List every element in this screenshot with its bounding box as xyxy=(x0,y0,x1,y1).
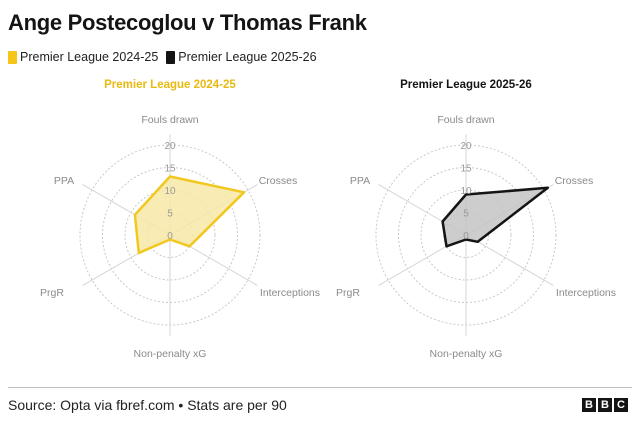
bbc-logo-letter: B xyxy=(598,398,612,412)
legend-item-2024-25: Premier League 2024-25 xyxy=(8,50,158,64)
page-title: Ange Postecoglou v Thomas Frank xyxy=(8,10,367,35)
legend-label-2025-26: Premier League 2025-26 xyxy=(178,50,317,64)
legend: Premier League 2024-25 Premier League 20… xyxy=(8,50,325,64)
legend-swatch-2025-26 xyxy=(166,50,176,64)
bbc-logo-letter: B xyxy=(582,398,596,412)
axis-label: Crosses xyxy=(259,175,298,187)
tick-label: 20 xyxy=(164,141,176,152)
legend-swatch-2024-25 xyxy=(8,50,17,64)
tick-label: 5 xyxy=(463,209,469,220)
legend-item-2025-26: Premier League 2025-26 xyxy=(166,50,317,64)
footer-divider xyxy=(8,387,632,388)
radar-spoke xyxy=(465,234,554,286)
radar-chart-2: Premier League 2025-26 0 5 10 15 20 Fouls draw… xyxy=(336,79,616,360)
tick-label: 15 xyxy=(460,164,472,175)
grid-ring xyxy=(124,189,216,281)
radar-polygon xyxy=(133,175,246,255)
source-note: Source: Opta via fbref.com • Stats are p… xyxy=(8,397,287,413)
axis-label: Interceptions xyxy=(556,287,616,299)
tick-label: 20 xyxy=(460,141,472,152)
axis-label: PPA xyxy=(54,175,74,187)
axis-label: Interceptions xyxy=(260,287,320,299)
tick-label: 0 xyxy=(167,231,173,242)
axis-label: PPA xyxy=(350,175,370,187)
bbc-logo: B B C xyxy=(580,398,628,412)
tick-label: 5 xyxy=(167,209,173,220)
axis-label: Non-penalty xG xyxy=(134,348,207,360)
bbc-logo-letter: C xyxy=(614,398,628,412)
axis-label: PrgR xyxy=(40,287,64,299)
axis-label: Non-penalty xG xyxy=(430,348,503,360)
grid-ring xyxy=(420,189,512,281)
tick-label: 0 xyxy=(463,231,469,242)
radar-chart-1: Premier League 2024-25 0 5 10 15 20 Fouls draw… xyxy=(40,79,320,360)
axis-label: PrgR xyxy=(336,287,360,299)
legend-label-2024-25: Premier League 2024-25 xyxy=(20,50,159,64)
axis-label: Fouls drawn xyxy=(437,114,494,126)
tick-label: 15 xyxy=(164,164,176,175)
chart-title: Premier League 2025-26 xyxy=(400,79,532,91)
tick-label: 10 xyxy=(164,186,176,197)
radar-polygon xyxy=(441,186,550,248)
tick-label: 10 xyxy=(460,186,472,197)
radar-charts: Premier League 2024-25 0 5 10 15 20 Fouls draw… xyxy=(40,79,616,360)
axis-label: Crosses xyxy=(555,175,594,187)
axis-label: Fouls drawn xyxy=(141,114,198,126)
chart-title: Premier League 2024-25 xyxy=(104,79,236,91)
